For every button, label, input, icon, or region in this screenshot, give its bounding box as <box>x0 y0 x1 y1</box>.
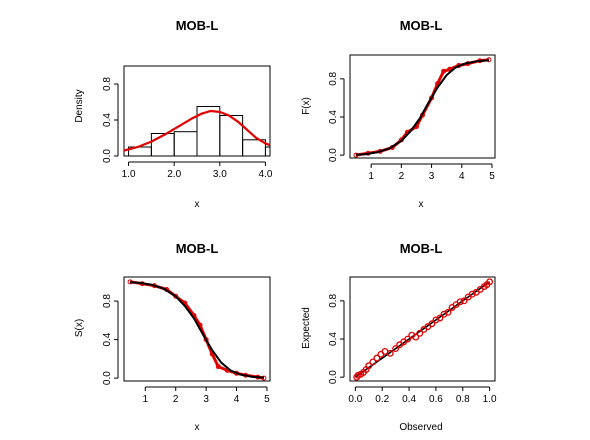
scatter-point <box>373 354 381 362</box>
empirical-point <box>441 68 447 74</box>
density-curve <box>123 109 271 152</box>
y-tick-label: 0.4 <box>102 332 113 346</box>
scatter-point <box>412 333 420 341</box>
histogram-bar <box>219 115 244 157</box>
panel-cdf: MOB-L x F(x) 1 2 3 4 5 0.0 0.4 0.8 <box>301 18 496 210</box>
x-tick-label: 0.0 <box>348 394 362 405</box>
empirical-point <box>215 364 221 370</box>
panel-survival: MOB-L x S(x) 1 2 3 4 5 0.0 0.4 0.8 <box>74 241 271 433</box>
y-tick-label: 0.4 <box>328 110 339 124</box>
histogram-bar <box>173 131 198 157</box>
scatter-point <box>486 278 494 286</box>
fitted-curve <box>130 281 264 379</box>
y-tick-label: 0.8 <box>328 71 339 85</box>
plot-frame <box>349 276 496 382</box>
y-tick-label: 0.4 <box>102 113 113 127</box>
scatter-point <box>369 358 377 366</box>
histogram-bar <box>264 146 271 157</box>
empirical-curve <box>129 280 265 380</box>
plot-frame <box>123 276 271 382</box>
panel-title: MOB-L <box>176 241 219 256</box>
x-tick-label: 2 <box>399 171 405 182</box>
scatter-point <box>416 329 424 337</box>
y-tick-label: 0.4 <box>328 332 339 346</box>
y-tick-label: 0.0 <box>328 148 339 162</box>
x-tick-label: 0.8 <box>456 394 470 405</box>
x-tick-label: 3 <box>203 394 209 405</box>
y-tick-label: 0.0 <box>328 370 339 384</box>
panel-title: MOB-L <box>400 241 443 256</box>
panel-histogram: MOB-L x Density 1.0 2.0 3.0 4.0 0.0 0.4 0.8 <box>74 18 273 210</box>
x-axis-label: x <box>419 199 424 210</box>
x-tick-label: 0.2 <box>375 394 389 405</box>
x-tick-label: 1 <box>368 171 374 182</box>
x-tick-label: 2.0 <box>167 169 181 180</box>
x-tick-label: 1.0 <box>483 394 497 405</box>
empirical-curve <box>355 58 490 157</box>
scatter-point <box>404 335 412 343</box>
x-tick-label: 2 <box>173 394 179 405</box>
scatter-point <box>428 320 436 328</box>
y-axis-label: F(x) <box>301 97 312 115</box>
x-tick-label: 3 <box>429 171 435 182</box>
x-tick-label: 4 <box>234 394 240 405</box>
panel-pp-plot: MOB-L Observed Expected 0.0 0.2 0.4 0.6 0.8 1… <box>301 241 497 433</box>
y-tick-label: 0.8 <box>102 77 113 91</box>
x-axis-label: Observed <box>399 422 442 433</box>
x-axis-label: x <box>195 199 200 210</box>
panel-title: MOB-L <box>176 18 219 33</box>
x-tick-label: 1 <box>143 394 149 405</box>
x-tick-label: 4 <box>459 171 465 182</box>
x-tick-label: 4.0 <box>258 169 272 180</box>
plot-frame <box>349 54 496 159</box>
scatter-point <box>365 362 373 370</box>
x-axis-label: x <box>195 422 200 433</box>
empirical-point <box>173 293 179 299</box>
y-tick-label: 0.0 <box>102 371 113 385</box>
y-axis-label: S(x) <box>74 319 85 337</box>
y-axis-label: Expected <box>301 307 312 349</box>
x-tick-label: 0.6 <box>429 394 443 405</box>
x-tick-label: 3.0 <box>213 169 227 180</box>
x-tick-label: 5 <box>264 394 270 405</box>
x-tick-label: 1.0 <box>122 169 136 180</box>
scatter-point <box>444 308 452 316</box>
y-tick-label: 0.0 <box>102 149 113 163</box>
y-tick-label: 0.8 <box>328 293 339 307</box>
scatter-point <box>436 314 444 322</box>
y-tick-label: 0.8 <box>102 294 113 308</box>
scatter-point <box>456 298 464 306</box>
panel-title: MOB-L <box>400 18 443 33</box>
scatter-point <box>386 349 394 357</box>
fitted-curve <box>355 59 490 156</box>
x-tick-label: 0.4 <box>402 394 416 405</box>
x-tick-label: 5 <box>489 171 495 182</box>
histogram-bar <box>150 133 175 157</box>
scatter-point <box>392 345 400 353</box>
scatter-point <box>460 297 468 305</box>
y-axis-label: Density <box>74 89 85 122</box>
